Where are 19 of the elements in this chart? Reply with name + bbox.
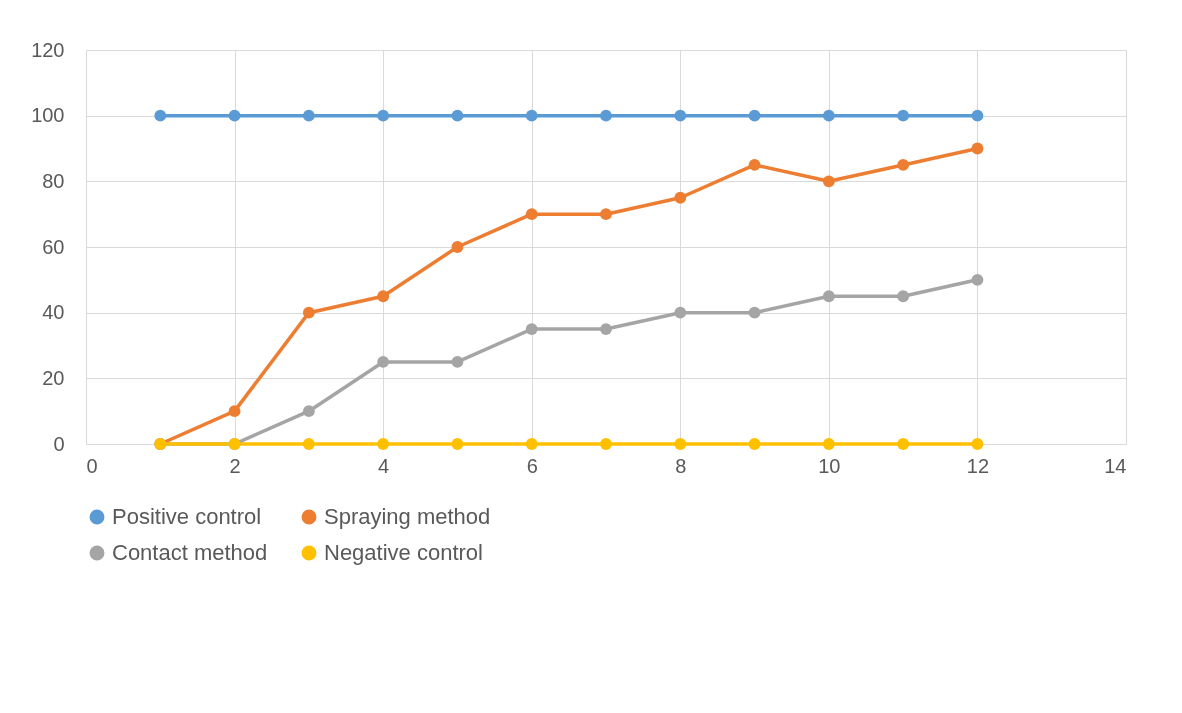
legend-label: Positive control <box>112 504 262 529</box>
legend-label: Spraying method <box>324 504 491 529</box>
x-tick-label: 12 <box>966 454 990 477</box>
legend-label: Negative control <box>324 540 483 565</box>
legend-label: Contact method <box>112 540 268 565</box>
x-tick-label: 2 <box>229 454 241 477</box>
y-tick-label: 40 <box>42 301 65 324</box>
x-tick-label: 10 <box>818 454 841 477</box>
y-tick-label: 100 <box>31 104 65 127</box>
y-tick-label: 20 <box>42 366 65 389</box>
y-tick-label: 80 <box>42 169 65 192</box>
y-tick-label: 0 <box>53 432 65 455</box>
y-tick-label: 120 <box>31 38 65 61</box>
x-tick-label: 0 <box>86 454 98 477</box>
x-tick-label: 8 <box>675 454 687 477</box>
x-tick-label: 4 <box>378 454 390 477</box>
x-tick-label: 6 <box>526 454 538 477</box>
y-tick-label: 60 <box>42 235 65 258</box>
x-tick-label: 14 <box>1104 454 1127 477</box>
